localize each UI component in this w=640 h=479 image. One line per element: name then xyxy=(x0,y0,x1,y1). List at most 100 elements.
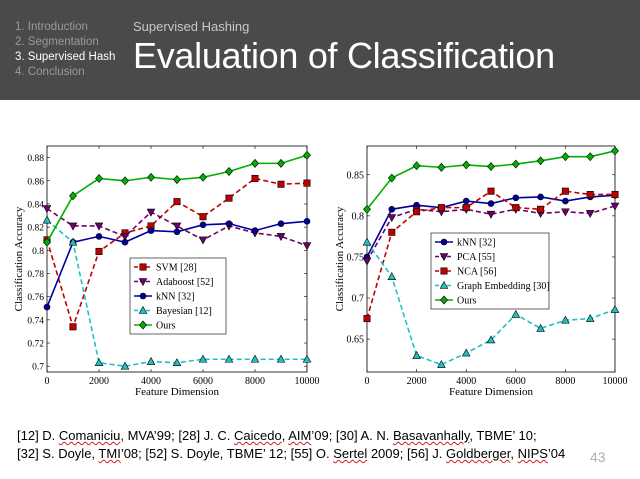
x-tick-label: 4000 xyxy=(141,376,161,387)
data-point xyxy=(611,190,619,198)
reference-line-2: [32] S. Doyle, TMI’08; [52] S. Doyle, TB… xyxy=(17,445,565,463)
data-point xyxy=(537,193,544,201)
data-point xyxy=(537,205,545,213)
series-bayesian-12 xyxy=(42,215,312,370)
nav-item-segmentation[interactable]: 2. Segmentation xyxy=(15,36,99,48)
data-point xyxy=(251,174,259,182)
data-point xyxy=(303,179,311,187)
data-point xyxy=(413,208,421,216)
data-point xyxy=(439,253,449,262)
legend-label: Ours xyxy=(457,296,477,307)
data-point xyxy=(94,358,104,367)
x-tick-label: 2000 xyxy=(89,376,109,387)
data-point xyxy=(536,323,545,332)
legend-label: NCA [56] xyxy=(457,267,497,278)
data-point xyxy=(251,158,259,168)
y-tick-label: 0.7 xyxy=(32,363,44,373)
series-ours xyxy=(363,146,619,214)
nav-item-introduction[interactable]: 1. Introduction xyxy=(15,21,88,33)
data-point xyxy=(512,204,520,212)
data-point xyxy=(173,198,181,206)
x-tick-label: 6000 xyxy=(193,376,213,387)
reference-fragment: Goldberger xyxy=(446,446,511,461)
data-point xyxy=(199,172,207,182)
data-point xyxy=(511,159,520,169)
data-point xyxy=(95,247,103,255)
data-point xyxy=(121,238,129,246)
y-tick-label: 0.8 xyxy=(352,211,365,222)
y-tick-label: 0.86 xyxy=(27,177,44,187)
data-point xyxy=(561,187,569,195)
data-point xyxy=(147,227,155,234)
data-point xyxy=(225,194,233,202)
y-tick-label: 0.82 xyxy=(27,224,44,234)
data-point xyxy=(462,160,471,170)
legend-label: Adaboost [52] xyxy=(156,277,214,288)
series-line xyxy=(366,241,616,366)
data-point xyxy=(511,309,521,318)
x-tick-label: 0 xyxy=(45,376,50,387)
nav-item-supervised-hash[interactable]: 3. Supervised Hash xyxy=(15,51,116,63)
data-point xyxy=(462,197,470,205)
x-tick-label: 6000 xyxy=(506,376,526,387)
legend-label: kNN [32] xyxy=(457,238,496,249)
data-point xyxy=(173,228,181,236)
slide-header: 1. Introduction 2. Segmentation 3. Super… xyxy=(0,0,640,100)
series-line xyxy=(46,207,308,247)
data-point xyxy=(586,152,595,162)
x-tick-label: 8000 xyxy=(245,376,265,387)
legend: SVM [28] Adaboost [52] kNN [32] Bayesian [1… xyxy=(129,257,227,335)
legend-label: kNN [32] xyxy=(156,292,195,303)
data-point xyxy=(277,180,285,188)
data-point xyxy=(561,315,570,324)
page-number: 43 xyxy=(590,449,606,465)
reference-fragment: ’04 xyxy=(547,446,566,461)
data-point xyxy=(461,348,471,357)
data-point xyxy=(561,208,570,217)
series-line xyxy=(366,205,616,262)
y-tick-label: 0.8 xyxy=(32,247,44,257)
legend-label: Ours xyxy=(156,321,176,332)
data-point xyxy=(42,215,52,224)
series-knn-32 xyxy=(43,218,311,311)
y-tick-label: 0.85 xyxy=(347,170,365,181)
legend-label: PCA [55] xyxy=(457,252,495,263)
reference-fragment: AIM xyxy=(288,428,312,443)
legend-label: SVM [28] xyxy=(156,263,197,274)
data-point xyxy=(585,210,595,219)
legend: kNN [32] PCA [55] NCA [56] Graph Embedding … xyxy=(430,232,550,310)
data-point xyxy=(43,303,51,311)
data-point xyxy=(138,305,148,314)
data-point xyxy=(387,214,397,223)
reference-fragment: , xyxy=(510,446,518,461)
y-tick-label: 0.88 xyxy=(27,154,44,164)
data-point xyxy=(276,233,286,242)
data-point xyxy=(42,205,52,214)
reference-fragment: NIPS xyxy=(517,446,548,461)
data-point xyxy=(462,204,470,212)
series-ours xyxy=(43,150,311,247)
nav-item-conclusion[interactable]: 4. Conclusion xyxy=(15,66,85,78)
x-tick-label: 0 xyxy=(365,376,370,387)
y-tick-label: 0.72 xyxy=(27,340,44,350)
data-point xyxy=(440,295,448,305)
data-point xyxy=(68,237,78,246)
y-tick-label: 0.78 xyxy=(27,270,44,280)
data-point xyxy=(561,152,570,162)
data-point xyxy=(224,354,234,363)
data-point xyxy=(139,263,147,271)
data-point xyxy=(437,359,446,368)
data-point xyxy=(388,228,396,236)
x-tick-label: 10000 xyxy=(295,376,320,387)
data-point xyxy=(276,354,286,363)
y-axis-label: Classification Accuracy xyxy=(334,206,346,311)
data-point xyxy=(487,200,495,207)
data-point xyxy=(536,156,545,166)
data-point xyxy=(121,176,129,186)
references: [12] D. Comaniciu, MVA’99; [28] J. C. Ca… xyxy=(17,427,565,463)
data-point xyxy=(138,278,148,287)
data-point xyxy=(486,335,496,344)
data-point xyxy=(440,267,448,275)
data-point xyxy=(172,222,182,231)
